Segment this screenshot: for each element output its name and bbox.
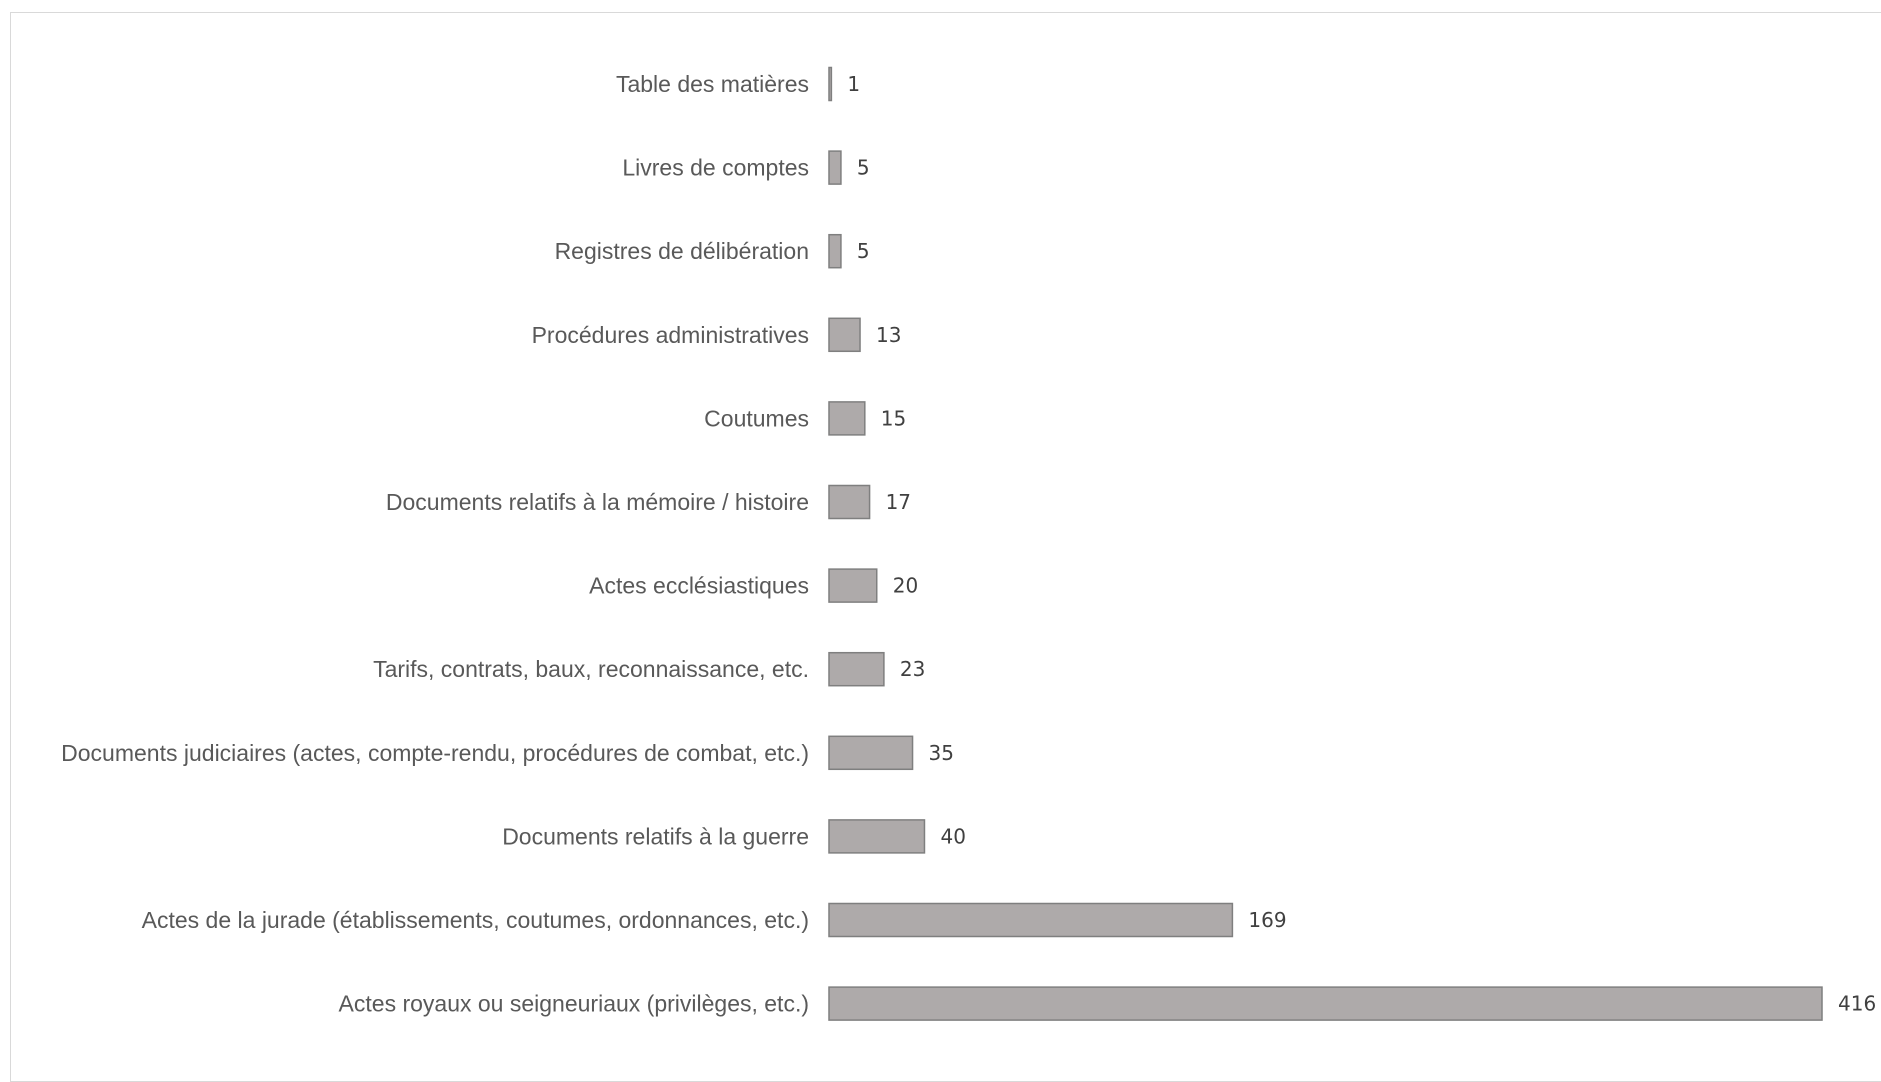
data-label: 416	[1838, 992, 1876, 1016]
category-label: Documents judiciaires (actes, compte-ren…	[61, 740, 809, 766]
bar	[828, 735, 914, 771]
category-label: Tarifs, contrats, baux, reconnaissance, …	[373, 656, 809, 682]
category-label: Documents relatifs à la guerre	[502, 823, 809, 849]
data-label: 5	[857, 156, 870, 180]
data-label: 15	[881, 406, 906, 430]
data-label: 13	[876, 323, 901, 347]
data-label: 1	[847, 72, 860, 96]
data-label: 5	[857, 239, 870, 263]
category-label: Actes royaux ou seigneuriaux (privilèges…	[339, 991, 809, 1017]
bar	[828, 819, 926, 854]
category-label: Coutumes	[704, 405, 809, 431]
bar	[828, 401, 866, 436]
category-label: Actes de la jurade (établissements, cout…	[142, 907, 809, 933]
category-labels: Table des matières Livres de comptes Regis…	[61, 71, 809, 1017]
category-label: Registres de délibération	[555, 238, 809, 264]
data-label: 35	[929, 741, 954, 765]
category-label: Table des matières	[616, 71, 809, 97]
bar	[828, 986, 1823, 1021]
bar	[828, 317, 861, 353]
data-label: 40	[940, 824, 965, 848]
data-label: 23	[900, 657, 925, 681]
category-label: Actes ecclésiastiques	[589, 573, 809, 599]
bar	[828, 902, 1234, 938]
bar	[828, 651, 885, 687]
bar	[828, 150, 842, 185]
bar	[828, 484, 871, 520]
bars	[828, 66, 1823, 1021]
data-label: 17	[886, 490, 911, 514]
bar	[828, 66, 833, 102]
category-label: Procédures administratives	[532, 322, 809, 348]
category-label: Livres de comptes	[622, 155, 809, 181]
bar	[828, 233, 842, 269]
data-label: 169	[1248, 908, 1286, 932]
bar	[828, 568, 878, 603]
data-label: 20	[893, 574, 918, 598]
category-label: Documents relatifs à la mémoire / histoi…	[386, 489, 809, 515]
